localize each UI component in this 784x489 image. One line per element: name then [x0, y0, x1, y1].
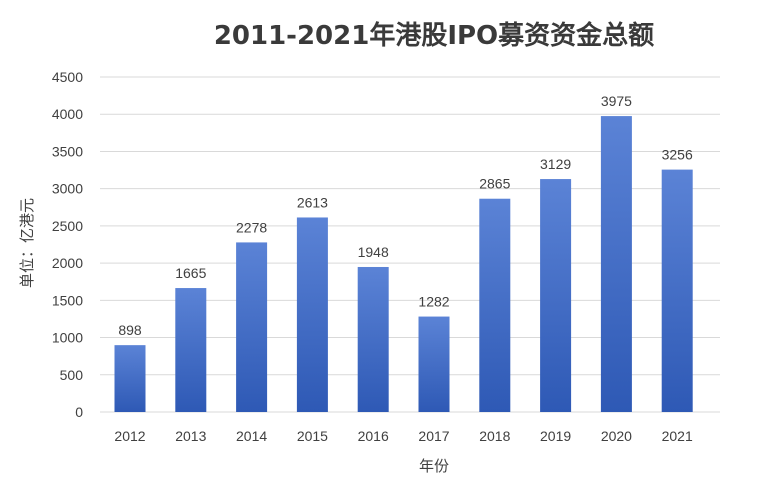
y-tick-label: 1500: [52, 292, 83, 308]
bar-2020: [600, 116, 632, 412]
data-label-2018: 2865: [479, 176, 510, 192]
y-tick-label: 1000: [52, 330, 83, 346]
data-label-2019: 3129: [540, 156, 571, 172]
x-axis-title: 年份: [419, 457, 449, 475]
y-tick-label: 3000: [52, 181, 83, 197]
bar-2014: [236, 242, 268, 412]
data-label-2014: 2278: [236, 219, 267, 235]
x-tick-label-2020: 2020: [601, 428, 632, 444]
bars: [114, 116, 693, 412]
chart-title: 2011-2021年港股IPO募资资金总额: [214, 20, 654, 51]
y-tick-label: 4500: [52, 69, 83, 85]
x-tick-label-2019: 2019: [540, 428, 571, 444]
bar-2017: [418, 316, 450, 412]
x-tick-label-2016: 2016: [358, 428, 389, 444]
y-axis-ticks: 0 500 1000 1500 2000 2500 3000 3500 4000 4500: [52, 69, 83, 420]
data-label-2012: 898: [118, 322, 142, 338]
x-tick-label-2013: 2013: [175, 428, 206, 444]
x-tick-label-2014: 2014: [236, 428, 267, 444]
bar-2016: [357, 266, 389, 412]
data-label-2016: 1948: [358, 244, 389, 260]
data-label-2020: 3975: [601, 93, 632, 109]
y-axis-title: 单位：亿港元: [18, 198, 36, 288]
y-tick-label: 3500: [52, 143, 83, 159]
x-tick-label-2018: 2018: [479, 428, 510, 444]
bar-2015: [296, 217, 328, 412]
y-tick-label: 2500: [52, 218, 83, 234]
x-axis-ticks: 2012 2013 2014 2015 2016 2017 2018 2019 2020 2021: [114, 428, 693, 444]
x-tick-label-2021: 2021: [662, 428, 693, 444]
y-tick-label: 2000: [52, 255, 83, 271]
y-tick-label: 4000: [52, 106, 83, 122]
data-label-2013: 1665: [175, 265, 206, 281]
bar-2012: [114, 345, 146, 412]
y-tick-label: 0: [75, 404, 83, 420]
data-label-2015: 2613: [297, 194, 328, 210]
bar-2013: [175, 288, 207, 412]
bar-2018: [479, 198, 511, 412]
x-tick-label-2017: 2017: [418, 428, 449, 444]
data-label-2021: 3256: [662, 147, 693, 163]
bar-2021: [661, 169, 693, 412]
bar-2019: [540, 179, 572, 412]
data-label-2017: 1282: [418, 294, 449, 310]
y-tick-label: 500: [60, 367, 84, 383]
x-tick-label-2012: 2012: [114, 428, 145, 444]
data-labels: 898 1665 2278 2613 1948 1282 2865 3129 3975 3256: [118, 93, 693, 338]
x-tick-label-2015: 2015: [297, 428, 328, 444]
